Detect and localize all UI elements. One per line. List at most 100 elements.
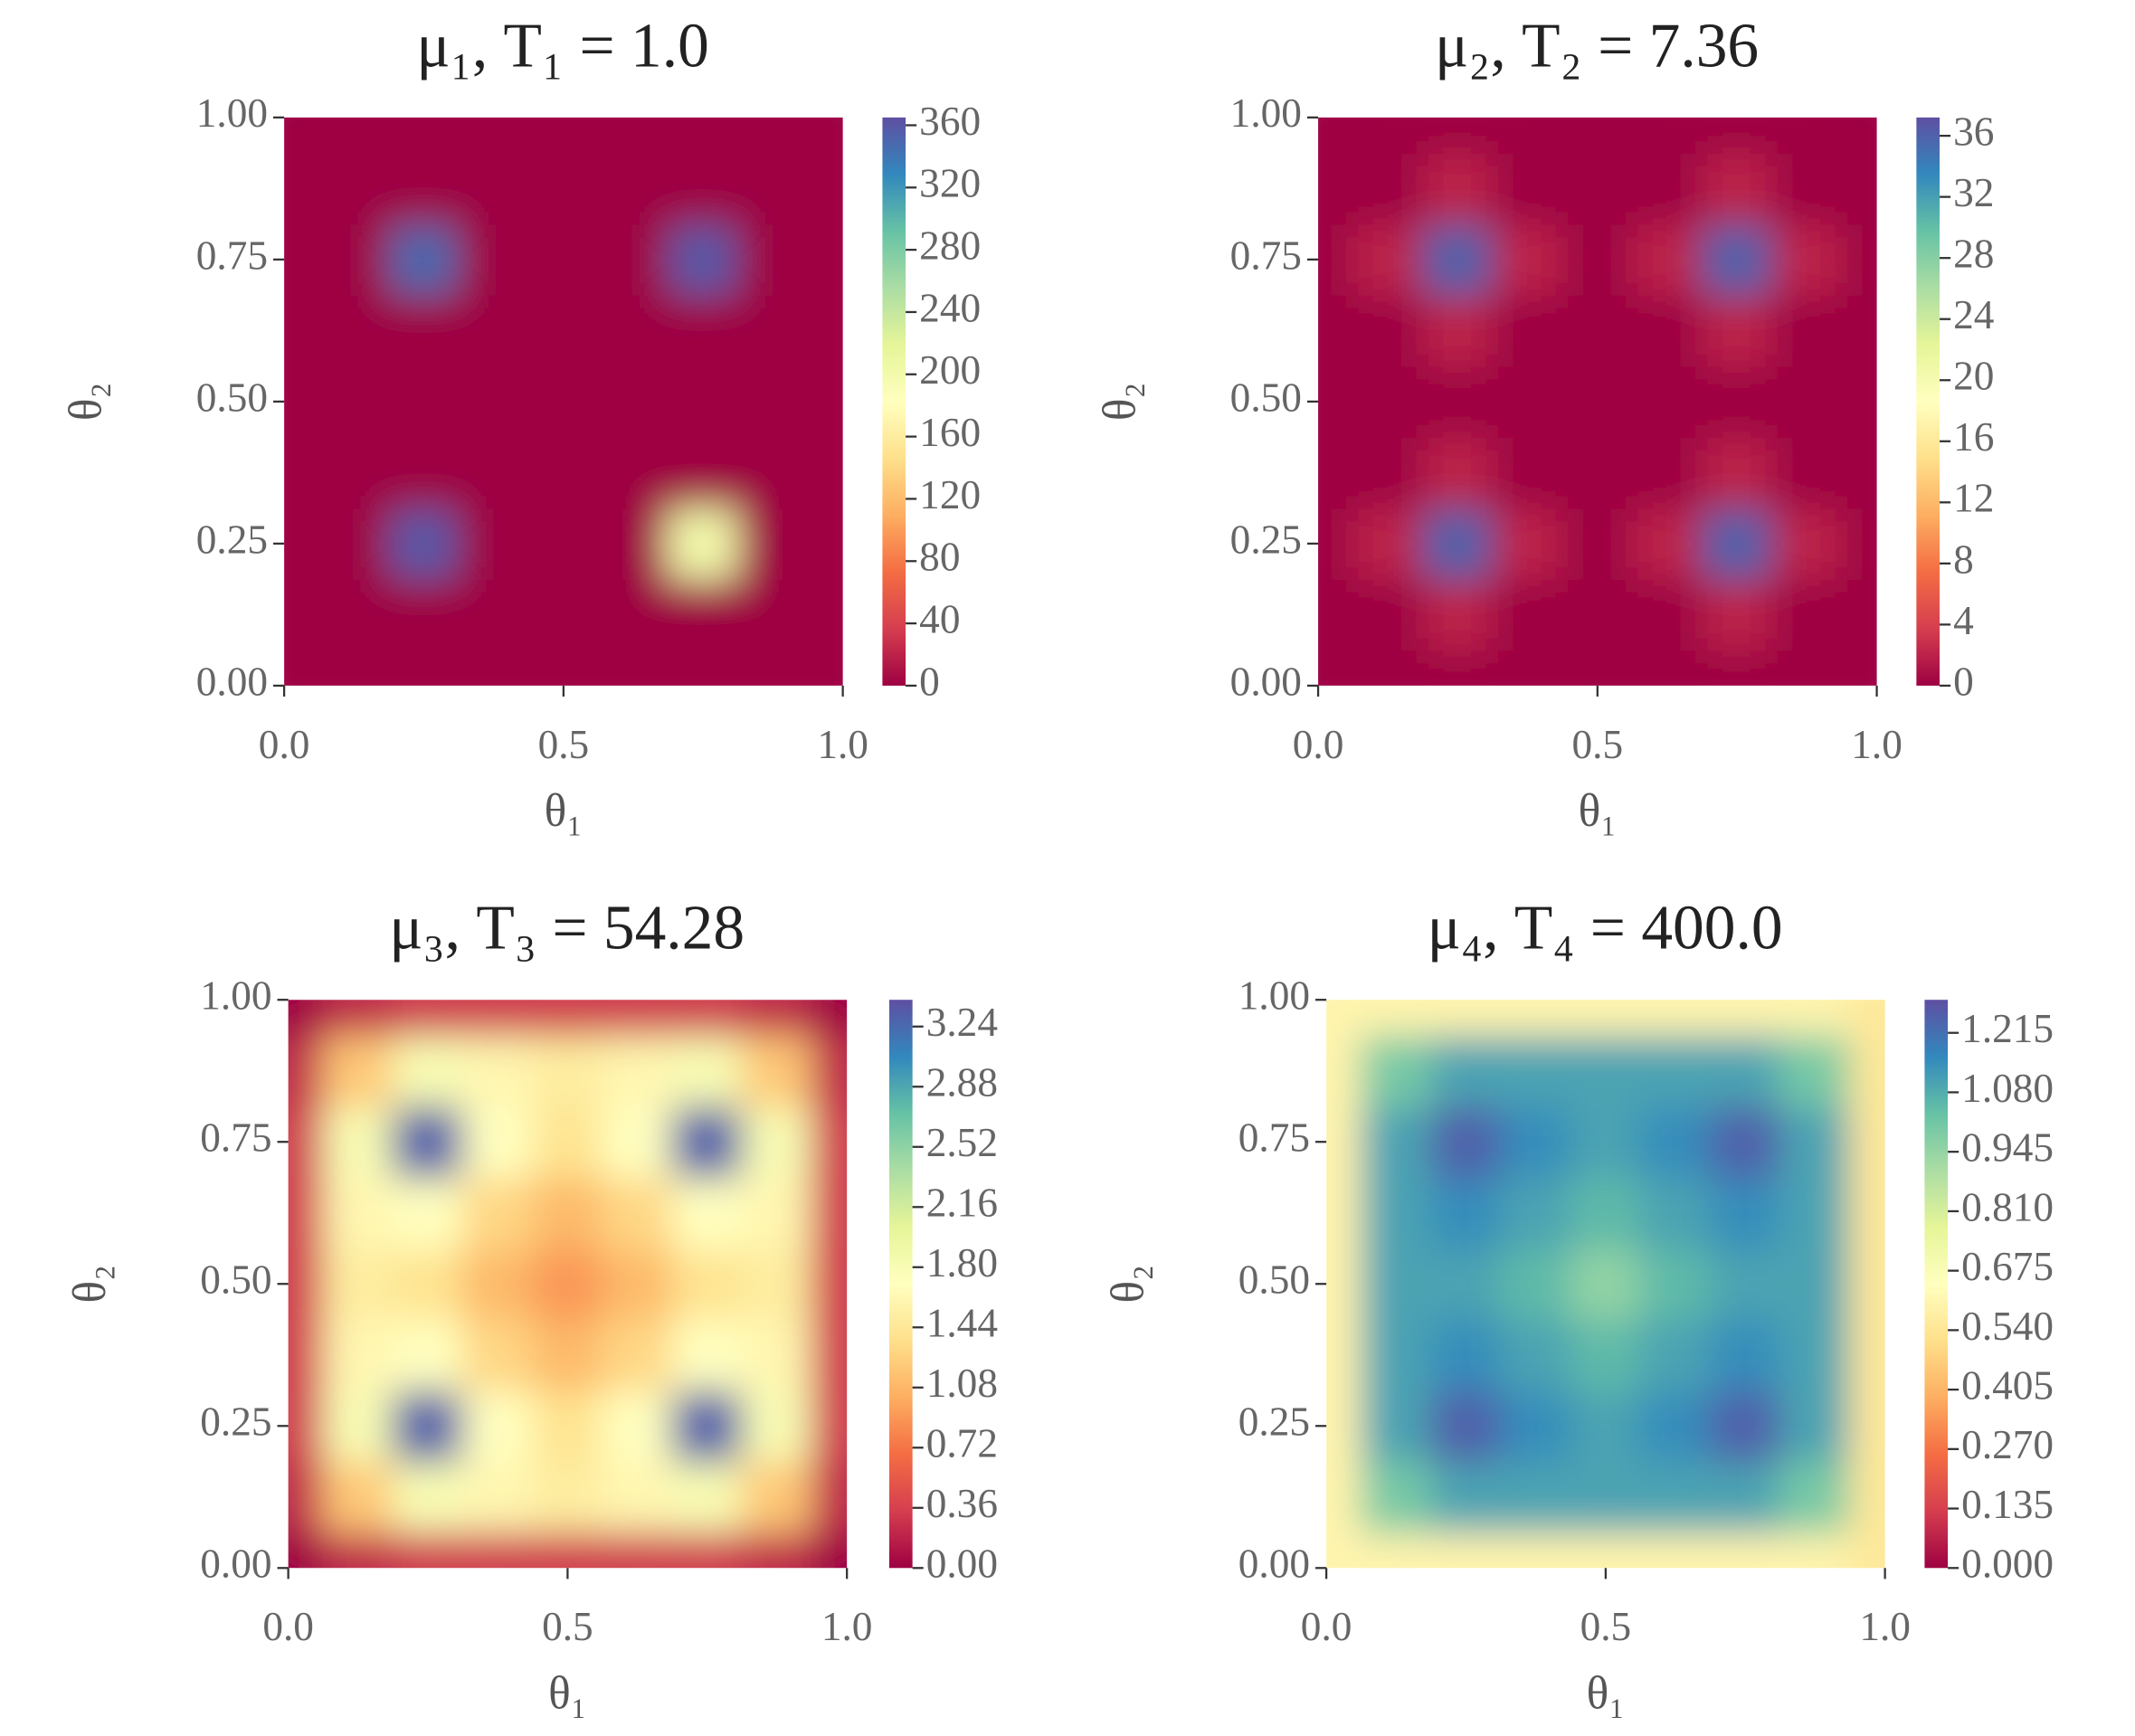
heat-cell [322,1000,394,1037]
heat-cell [1352,436,1424,509]
heat-cell [811,1105,848,1179]
heat-cell [1352,578,1424,651]
heat-cell [737,223,809,296]
heat-cell [388,507,460,580]
heat-cell [1709,1247,1781,1321]
heat-cell [741,1000,813,1037]
heat-cell [1500,1390,1572,1463]
heat-cell [737,649,809,686]
heat-cell [597,507,669,580]
heat-cell [1771,294,1843,367]
heat-cell [597,152,669,225]
heat-cell [1326,1105,1362,1179]
colorbar-tick-label: 1.08 [926,1361,998,1406]
heat-cell [667,152,739,225]
heat-cell [807,436,843,509]
panel: μ₄, T₄ = 400.0 0.0 0.5 1.0 0.00 0.25 0.50 0.75 1… [1102,894,2054,1720]
heat-cell [1492,507,1563,580]
colorbar [1916,117,1940,686]
heat-cell [1771,578,1843,651]
heat-cell [318,152,390,225]
heat-cell [602,1390,673,1463]
heat-cell [597,294,669,367]
heat-cell [807,152,843,225]
heat-cell [1570,1247,1642,1321]
x-tick-label: 1.0 [817,722,868,767]
y-tick-label: 0.00 [1230,659,1302,704]
heat-cell [322,1532,394,1569]
y-tick-label: 0.00 [200,1542,271,1587]
heat-cell [458,365,530,438]
heat-cell [1631,294,1703,367]
heat-cell [1849,1318,1885,1391]
heat-cell [532,1460,603,1533]
heat-cell [737,436,809,509]
heat-cell [1492,365,1563,438]
heat-cell [807,294,843,367]
heat-cell [458,117,530,154]
heat-cell [318,294,390,367]
colorbar-tick-label: 3.24 [926,1000,998,1045]
y-axis-label: θ₂ [1094,383,1145,421]
heat-cell [1701,578,1773,651]
heat-cell [597,578,669,651]
heat-cell [392,1532,464,1569]
heat-cell [322,1390,394,1463]
colorbar-tick-label: 4 [1953,598,1974,643]
heat-cell [1430,1000,1502,1037]
heat-cell [1500,1460,1572,1533]
y-tick-label: 0.50 [196,375,268,420]
heat-cell [1841,223,1877,296]
heat-cell [1326,1460,1362,1533]
heat-cell [527,152,600,225]
colorbar [1924,1000,1949,1569]
heat-cell [388,223,460,296]
heat-cell [667,436,739,509]
y-tick-label: 1.00 [200,973,271,1019]
heat-cell [1360,1176,1432,1249]
heat-cell [737,152,809,225]
heat-cell [1326,1247,1362,1321]
heat-cell [807,649,843,686]
heat-cell [1570,1532,1642,1569]
colorbar-tick-label: 280 [919,223,981,269]
colorbar [882,117,906,686]
heat-cell [667,117,739,154]
chart-title: μ₄, T₄ = 400.0 [1428,894,1783,963]
y-tick-label: 0.75 [1238,1115,1310,1161]
heat-cell [461,1034,534,1107]
heat-cell [1360,1318,1432,1391]
x-tick-label: 1.0 [1851,722,1903,767]
heat-cell [1849,1532,1885,1569]
heat-cell [458,436,530,509]
heat-cell [458,507,530,580]
heat-cell [1318,117,1354,154]
heat-cell [461,1000,534,1037]
heat-cell [741,1105,813,1179]
heat-cell [1318,436,1354,509]
heat-cell [1422,649,1494,686]
heat-cell [1422,152,1494,225]
heat-cell [1492,436,1563,509]
heat-cell [1570,1460,1642,1533]
heat-cell [532,1247,603,1321]
heat-cell [532,1000,603,1037]
heat-cell [1771,223,1843,296]
heat-cell [392,1034,464,1107]
heat-cell [1639,1318,1712,1391]
heat-cell [1701,294,1773,367]
heat-cell [288,1000,324,1037]
x-tick-label: 1.0 [1859,1604,1911,1649]
heat-cell [1360,1460,1432,1533]
heat-cell [1779,1390,1851,1463]
heat-cell [1631,649,1703,686]
heat-cell [1639,1532,1712,1569]
heat-cell [532,1176,603,1249]
heat-cell [1422,578,1494,651]
heat-cell [318,436,390,509]
heat-cell [597,117,669,154]
heat-cell [1318,507,1354,580]
heat-cell [388,649,460,686]
colorbar-tick-label: 32 [1953,170,1994,215]
heat-cell [1326,1390,1362,1463]
